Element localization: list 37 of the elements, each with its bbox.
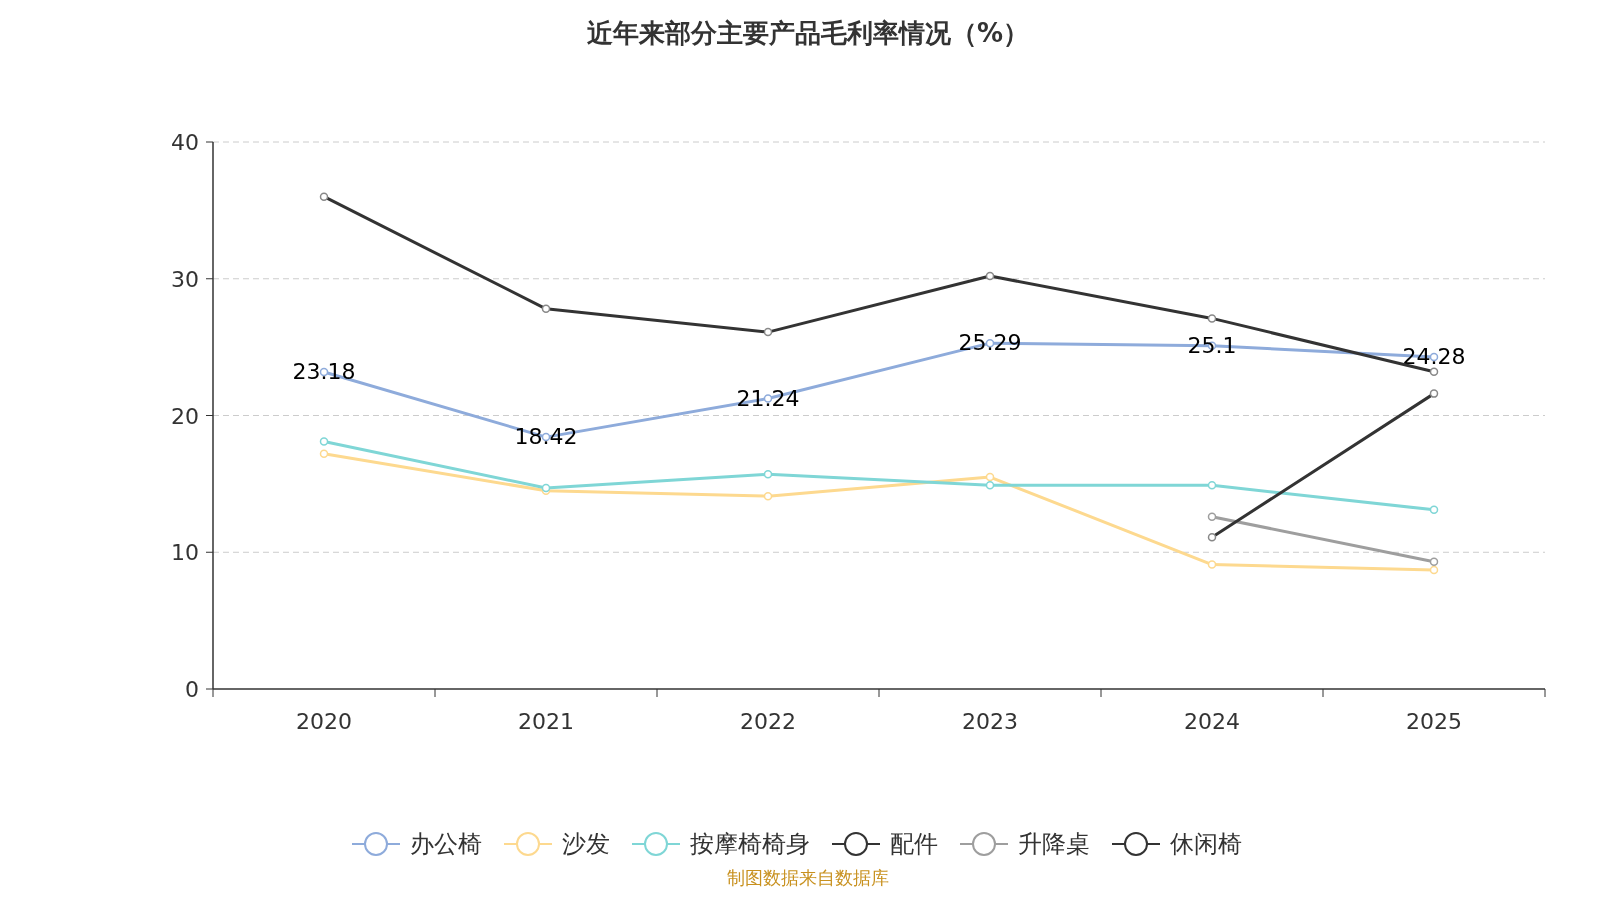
point <box>319 437 329 446</box>
point <box>763 491 773 501</box>
legend-label: 升降桌 <box>1018 830 1090 858</box>
data-label: 25.29 <box>958 330 1022 356</box>
y-tick-label: 30 <box>171 266 199 292</box>
point <box>1429 557 1439 567</box>
y-tick-label: 40 <box>171 130 199 155</box>
point <box>1429 505 1439 515</box>
data-label: 18.42 <box>514 424 578 450</box>
point <box>1207 480 1217 490</box>
point <box>1207 560 1217 569</box>
data-label: 23.18 <box>292 359 356 385</box>
legend-label: 按摩椅椅身 <box>690 830 810 858</box>
text: 制图数据来自数据库 <box>727 867 889 888</box>
point <box>1429 565 1439 575</box>
legend-label: 配件 <box>890 830 938 858</box>
chart-title: 近年来部分主要产品毛利率情况（%） <box>586 18 1030 48</box>
x-tick-label: 2023 <box>962 709 1018 734</box>
x-tick-label: 2022 <box>740 709 796 734</box>
y-tick-label: 10 <box>171 540 199 566</box>
point <box>319 449 329 459</box>
legend-label: 沙发 <box>562 830 610 858</box>
x-tick-label: 2025 <box>1406 709 1462 734</box>
x-tick-label: 2021 <box>518 709 574 734</box>
x-tick-label: 2024 <box>1184 709 1240 734</box>
x-tick-label: 2020 <box>296 709 352 734</box>
y-tick-label: 20 <box>171 403 199 429</box>
point <box>763 470 773 479</box>
data-label: 25.1 <box>1187 332 1237 358</box>
data-label: 21.24 <box>736 385 800 411</box>
data-label: 24.28 <box>1402 343 1466 369</box>
point <box>985 480 995 490</box>
legend-label: 办公椅 <box>410 830 482 858</box>
y-tick-label: 0 <box>185 677 199 702</box>
point <box>985 472 995 482</box>
point <box>1207 512 1217 521</box>
legend-label: 休闲椅 <box>1170 830 1242 858</box>
